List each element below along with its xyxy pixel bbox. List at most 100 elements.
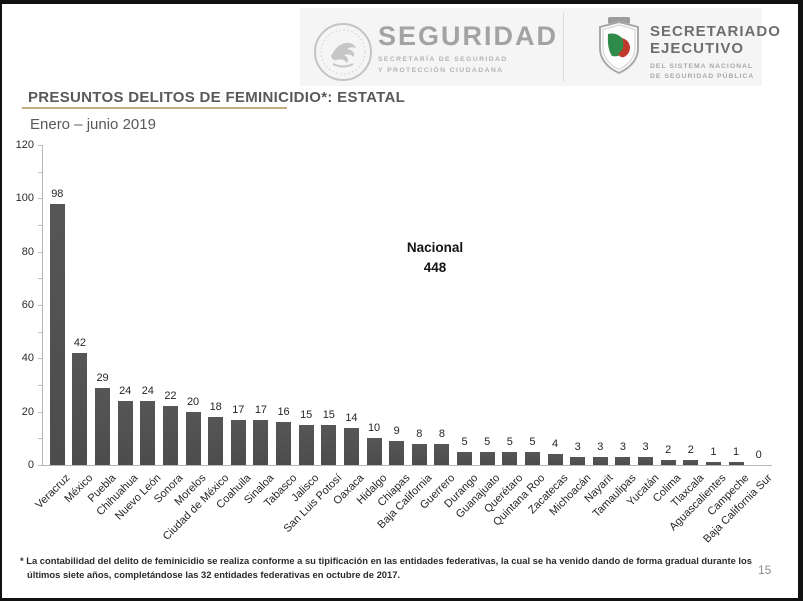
bar-Guanajuato: [479, 452, 495, 465]
y-tick-mark: [38, 438, 42, 440]
bar-Baja California: [411, 444, 427, 465]
bar-value-label: 15: [322, 409, 335, 421]
bar-Sinaloa: [253, 420, 269, 465]
bar-value-label: 8: [438, 428, 445, 440]
y-tick-mark: [38, 331, 42, 333]
bar-Nayarit: [592, 457, 608, 465]
bar-value-label: 2: [687, 444, 694, 456]
secretariado-logo-title-1: SECRETARIADO: [650, 23, 781, 40]
bar-Guerrero: [434, 444, 450, 465]
seguridad-logo-title: SEGURIDAD: [378, 21, 559, 51]
y-tick-label: 40: [21, 352, 34, 365]
bar-Michoacán: [570, 457, 586, 465]
bar-value-label: 98: [51, 188, 64, 200]
secretariado-logo-title-2: EJECUTIVO: [650, 39, 745, 57]
national-total-label: Nacional: [406, 240, 464, 255]
title-underline: [22, 107, 287, 109]
bar-value-label: 1: [710, 446, 717, 458]
page-number: 15: [758, 563, 772, 577]
bar-Chihuahua: [117, 401, 133, 465]
page-title: PRESUNTOS DELITOS DE FEMINICIDIO*: ESTAT…: [28, 89, 406, 106]
bar-value-label: 9: [393, 425, 400, 437]
bar-Yucatán: [638, 457, 654, 465]
bar-value-label: 16: [277, 406, 290, 418]
bar-Nuevo León: [140, 401, 156, 465]
bar-Veracruz: [49, 204, 65, 465]
bar-value-label: 3: [574, 441, 581, 453]
bar-Tlaxcala: [683, 460, 699, 465]
y-axis-line: [42, 145, 43, 465]
page-border-bottom: [0, 598, 803, 601]
bar-chart: 0 20 40 60 80 100 120 98 42 29 24 24 22 20 18 17 17 16 15…: [0, 130, 790, 550]
bar-value-label: 24: [141, 385, 154, 397]
y-tick-label: 120: [15, 139, 34, 151]
bar-value-label: 42: [73, 337, 87, 349]
bar-value-label: 24: [119, 385, 132, 397]
bar-Jalisco: [298, 425, 314, 465]
y-tick-label: 100: [15, 192, 34, 205]
footnote: * La contabilidad del delito de feminici…: [20, 554, 752, 581]
y-tick-label: 20: [21, 405, 34, 418]
bar-Tamaulipas: [615, 457, 631, 465]
bar-Chiapas: [389, 441, 405, 465]
seguridad-logo: SEGURIDAD SECRETARÍA DE SEGURIDAD Y PROT…: [378, 22, 558, 76]
bar-value-label: 3: [597, 441, 604, 453]
y-tick-mark: [38, 358, 42, 360]
y-tick-label: 0: [27, 459, 34, 471]
footnote-line-1: * La contabilidad del delito de feminici…: [20, 555, 752, 566]
bar-value-label: 5: [461, 436, 468, 448]
y-tick-label: 80: [21, 245, 34, 258]
bar-Ciudad de México: [208, 417, 224, 465]
bar-value-label: 15: [300, 409, 313, 421]
bar-Morelos: [185, 412, 201, 465]
bar-Sonora: [162, 406, 178, 465]
bar-value-label: 17: [232, 404, 245, 416]
y-tick-mark: [38, 305, 42, 306]
bar-Tabasco: [276, 422, 292, 465]
y-tick-mark: [38, 251, 42, 253]
bar-Quintana Roo: [524, 452, 540, 465]
bar-Querétaro: [502, 452, 518, 465]
secretariado-logo: SECRETARIADO EJECUTIVO DEL SISTEMA NACIO…: [650, 23, 781, 82]
y-tick-mark: [38, 171, 42, 173]
bar-Aguascalientes: [705, 462, 721, 465]
bar-value-label: 5: [506, 436, 513, 448]
header-divider: [563, 12, 564, 82]
bar-Colima: [660, 460, 676, 465]
bar-value-label: 18: [209, 401, 222, 413]
y-tick-mark: [38, 198, 42, 200]
bar-value-label: 29: [96, 372, 109, 384]
national-total-value: 448: [423, 259, 447, 275]
secretariado-logo-subtitle-1: DEL SISTEMA NACIONAL: [650, 63, 754, 70]
y-tick-mark: [38, 278, 42, 280]
header-band: [300, 8, 762, 86]
bar-value-label: 5: [529, 436, 536, 448]
bar-Coahuila: [230, 420, 246, 465]
bar-value-label: 17: [254, 404, 268, 416]
bar-San Luis Potosí: [321, 425, 337, 465]
footnote-line-2: últimos siete años, completándose las 32…: [27, 568, 401, 580]
y-tick-mark: [38, 145, 42, 146]
seguridad-logo-subtitle-2: Y PROTECCIÓN CIUDADANA: [378, 66, 504, 74]
bar-Campeche: [728, 462, 744, 465]
page-border-top: [0, 0, 803, 4]
page-border-left: [0, 0, 2, 601]
bar-Durango: [457, 452, 473, 465]
bar-value-label: 8: [416, 428, 423, 440]
bar-Puebla: [95, 388, 111, 465]
mexico-shield-icon: [596, 16, 642, 81]
y-tick-mark: [38, 411, 42, 413]
bar-Oaxaca: [343, 428, 359, 465]
bar-value-label: 1: [733, 446, 740, 458]
bar-value-label: 22: [164, 390, 177, 402]
bar-value-label: 2: [665, 444, 672, 456]
bar-value-label: 10: [367, 422, 381, 434]
bar-Zacatecas: [547, 454, 563, 465]
bar-value-label: 20: [186, 396, 200, 408]
national-total-annotation: Nacional 448: [390, 238, 480, 277]
x-axis-line: [42, 465, 772, 466]
bar-value-label: 3: [642, 441, 649, 453]
bar-México: [72, 353, 88, 465]
bar-value-label: 0: [755, 449, 762, 461]
